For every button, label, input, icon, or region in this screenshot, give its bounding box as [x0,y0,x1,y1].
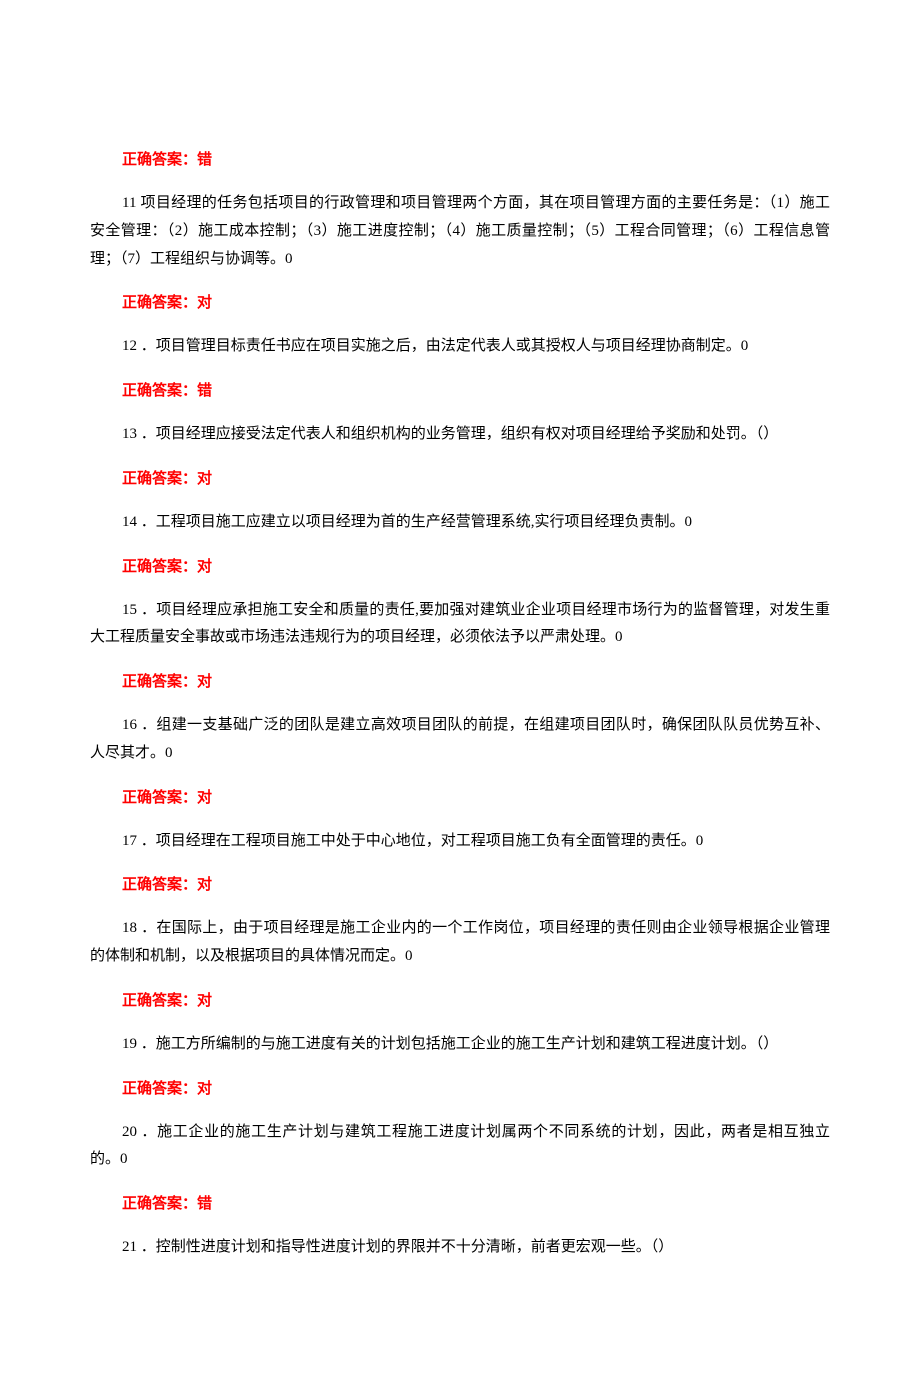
answer-line: 正确答案：对 [122,1077,830,1101]
answer-line: 正确答案：对 [122,989,830,1013]
question-text: 21 ．控制性进度计划和指导性进度计划的界限并不十分清晰，前者更宏观一些。（） [90,1234,830,1262]
answer-line: 正确答案：错 [122,379,830,403]
question-text: 12 ．项目管理目标责任书应在项目实施之后，由法定代表人或其授权人与项目经理协商… [90,333,830,361]
question-text: 20 ．施工企业的施工生产计划与建筑工程施工进度计划属两个不同系统的计划，因此，… [90,1119,830,1175]
question-text: 13 ．项目经理应接受法定代表人和组织机构的业务管理，组织有权对项目经理给予奖励… [90,421,830,449]
question-text: 11 项目经理的任务包括项目的行政管理和项目管理两个方面，其在项目管理方面的主要… [90,190,830,273]
answer-line: 正确答案：错 [122,1192,830,1216]
question-text: 17 ．项目经理在工程项目施工中处于中心地位，对工程项目施工负有全面管理的责任。… [90,828,830,856]
answer-line: 正确答案：错 [122,148,830,172]
answer-line: 正确答案：对 [122,873,830,897]
question-text: 15 ．项目经理应承担施工安全和质量的责任,要加强对建筑业企业项目经理市场行为的… [90,597,830,653]
question-text: 19 ．施工方所编制的与施工进度有关的计划包括施工企业的施工生产计划和建筑工程进… [90,1031,830,1059]
answer-line: 正确答案：对 [122,291,830,315]
document-body: 正确答案：错 11 项目经理的任务包括项目的行政管理和项目管理两个方面，其在项目管… [90,148,830,1262]
answer-line: 正确答案：对 [122,670,830,694]
answer-line: 正确答案：对 [122,467,830,491]
answer-line: 正确答案：对 [122,555,830,579]
question-text: 18 ．在国际上，由于项目经理是施工企业内的一个工作岗位，项目经理的责任则由企业… [90,915,830,971]
question-text: 14 ．工程项目施工应建立以项目经理为首的生产经营管理系统,实行项目经理负责制。… [90,509,830,537]
question-text: 16 ．组建一支基础广泛的团队是建立高效项目团队的前提，在组建项目团队时，确保团… [90,712,830,768]
answer-line: 正确答案：对 [122,786,830,810]
